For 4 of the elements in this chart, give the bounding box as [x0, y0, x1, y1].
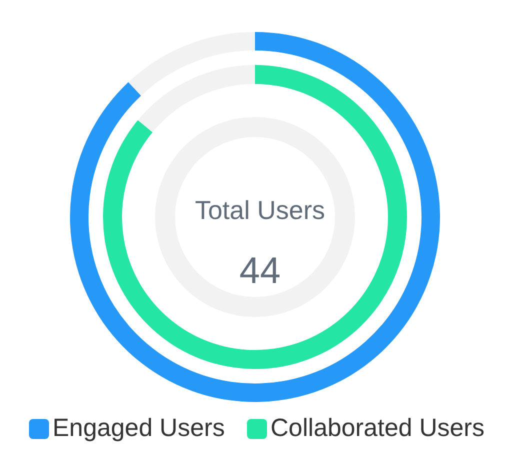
- text: 44: [238, 250, 282, 292]
- legend-label: Engaged Users: [52, 414, 225, 443]
- text: Total Users: [194, 195, 326, 226]
- legend-label: Collaborated Users: [270, 414, 484, 443]
